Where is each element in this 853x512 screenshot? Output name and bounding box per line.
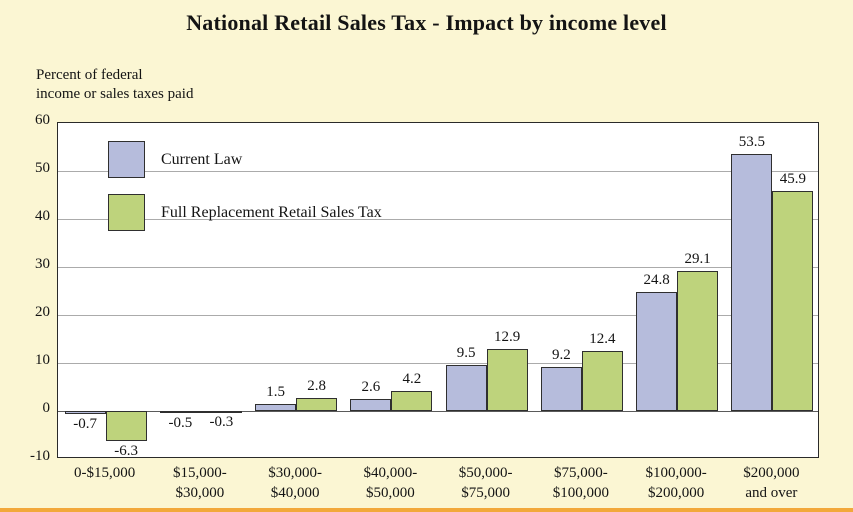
gridline <box>58 363 818 364</box>
y-axis-title-line1: Percent of federal <box>36 67 143 83</box>
bar-current-law <box>445 365 487 411</box>
y-axis-title-line2: income or sales taxes paid <box>36 85 194 102</box>
x-axis-category-label: $50,000- $75,000 <box>433 464 538 503</box>
x-axis-category-label-line: $40,000- <box>363 465 418 481</box>
bar-retail-sales-tax <box>391 390 433 411</box>
bar-value-label: -0.5 <box>168 415 193 432</box>
y-tick-label: 30 <box>35 256 50 272</box>
x-axis-category-label-line: $15,000- <box>173 465 227 481</box>
legend-item-retail-sales-tax: Full Replacement Retail Sales Tax <box>108 194 382 231</box>
bar-value-label: 53.5 <box>738 134 765 151</box>
y-tick-label: -10 <box>30 448 50 464</box>
bar-current-law <box>64 411 106 415</box>
legend-swatch-current-law <box>108 141 145 178</box>
gridline <box>58 315 818 316</box>
gridline <box>58 171 818 172</box>
x-axis-category-label-line: $200,000 <box>743 465 800 481</box>
y-tick-label: 10 <box>35 352 50 368</box>
legend-label-current-law: Current Law <box>161 150 243 168</box>
y-tick-label: 40 <box>35 208 50 224</box>
bar-value-label: -0.7 <box>73 416 97 433</box>
bar-value-label: 2.8 <box>307 377 326 394</box>
legend-item-current-law: Current Law <box>108 141 382 178</box>
bar-retail-sales-tax <box>296 397 338 411</box>
y-tick-label: 60 <box>35 112 50 128</box>
gridline <box>58 219 818 220</box>
legend-label-retail-sales-tax: Full Replacement Retail Sales Tax <box>161 203 382 221</box>
x-axis-category-label: $100,000- $200,000 <box>624 464 729 503</box>
gridline <box>58 267 818 268</box>
x-axis-category-label-line: $200,000 <box>648 484 705 501</box>
x-axis-category-label-line: and over <box>745 484 798 501</box>
x-axis-category-label-line: $100,000 <box>552 484 609 501</box>
bar-value-label: 9.2 <box>552 346 571 363</box>
plot-area: Current Law Full Replacement Retail Sale… <box>57 122 819 460</box>
page-edge-strip <box>0 508 853 512</box>
y-tick-label: 50 <box>35 160 50 176</box>
bar-retail-sales-tax <box>581 351 623 411</box>
x-axis-category-label-line: 0-$15,000 <box>74 465 136 481</box>
x-axis-category-label-line: $30,000 <box>175 484 225 501</box>
x-axis-category-label: $40,000- $50,000 <box>338 464 443 503</box>
bar-value-label: 24.8 <box>643 271 670 288</box>
x-axis-category-label: $15,000- $30,000 <box>147 464 252 503</box>
bar-current-law <box>540 366 582 411</box>
bar-retail-sales-tax <box>200 411 242 413</box>
x-axis-category-label-line: $40,000 <box>270 484 320 501</box>
bar-current-law <box>350 398 392 411</box>
bar-retail-sales-tax <box>486 349 528 411</box>
bar-current-law <box>731 154 773 411</box>
y-tick-label: 0 <box>42 400 51 416</box>
x-axis-category-label: $75,000- $100,000 <box>528 464 633 503</box>
bar-current-law <box>159 411 201 414</box>
zero-gridline <box>58 411 818 412</box>
x-axis-category-label: 0-$15,000 <box>52 464 157 484</box>
x-axis-category-label-line: $75,000 <box>461 484 510 501</box>
bar-value-label: 4.2 <box>402 370 422 387</box>
bar-retail-sales-tax <box>772 190 814 411</box>
x-axis-category-label-line: $100,000- <box>645 465 707 481</box>
bar-value-label: 45.9 <box>779 170 806 187</box>
bar-current-law <box>636 291 678 411</box>
bar-retail-sales-tax <box>677 271 719 411</box>
x-axis-category-label-line: $75,000- <box>554 465 608 481</box>
bar-value-label: 12.9 <box>494 329 521 346</box>
legend-swatch-retail-sales-tax <box>108 194 145 231</box>
bar-current-law <box>255 403 297 411</box>
legend: Current Law Full Replacement Retail Sale… <box>108 141 382 247</box>
x-axis-category-label: $200,000 and over <box>719 464 824 503</box>
bar-value-label: 1.5 <box>266 383 285 400</box>
bar-value-label: -0.3 <box>209 414 234 431</box>
bar-value-label: 2.6 <box>361 378 381 395</box>
bar-value-label: 9.5 <box>456 345 476 362</box>
x-axis-category-label-line: $50,000- <box>458 465 513 481</box>
bar-value-label: 12.4 <box>589 331 616 348</box>
x-axis-category-label: $30,000- $40,000 <box>243 464 348 503</box>
x-axis-category-label-line: $30,000- <box>268 465 322 481</box>
bar-value-label: 29.1 <box>684 251 711 268</box>
bar-retail-sales-tax <box>105 411 147 442</box>
y-tick-label: 20 <box>35 304 50 320</box>
bar-value-label: -6.3 <box>114 443 138 460</box>
y-axis-title: Percent of federal income or sales taxes… <box>36 66 193 104</box>
chart-title: National Retail Sales Tax - Impact by in… <box>186 10 667 35</box>
x-axis-category-label-line: $50,000 <box>366 484 415 501</box>
